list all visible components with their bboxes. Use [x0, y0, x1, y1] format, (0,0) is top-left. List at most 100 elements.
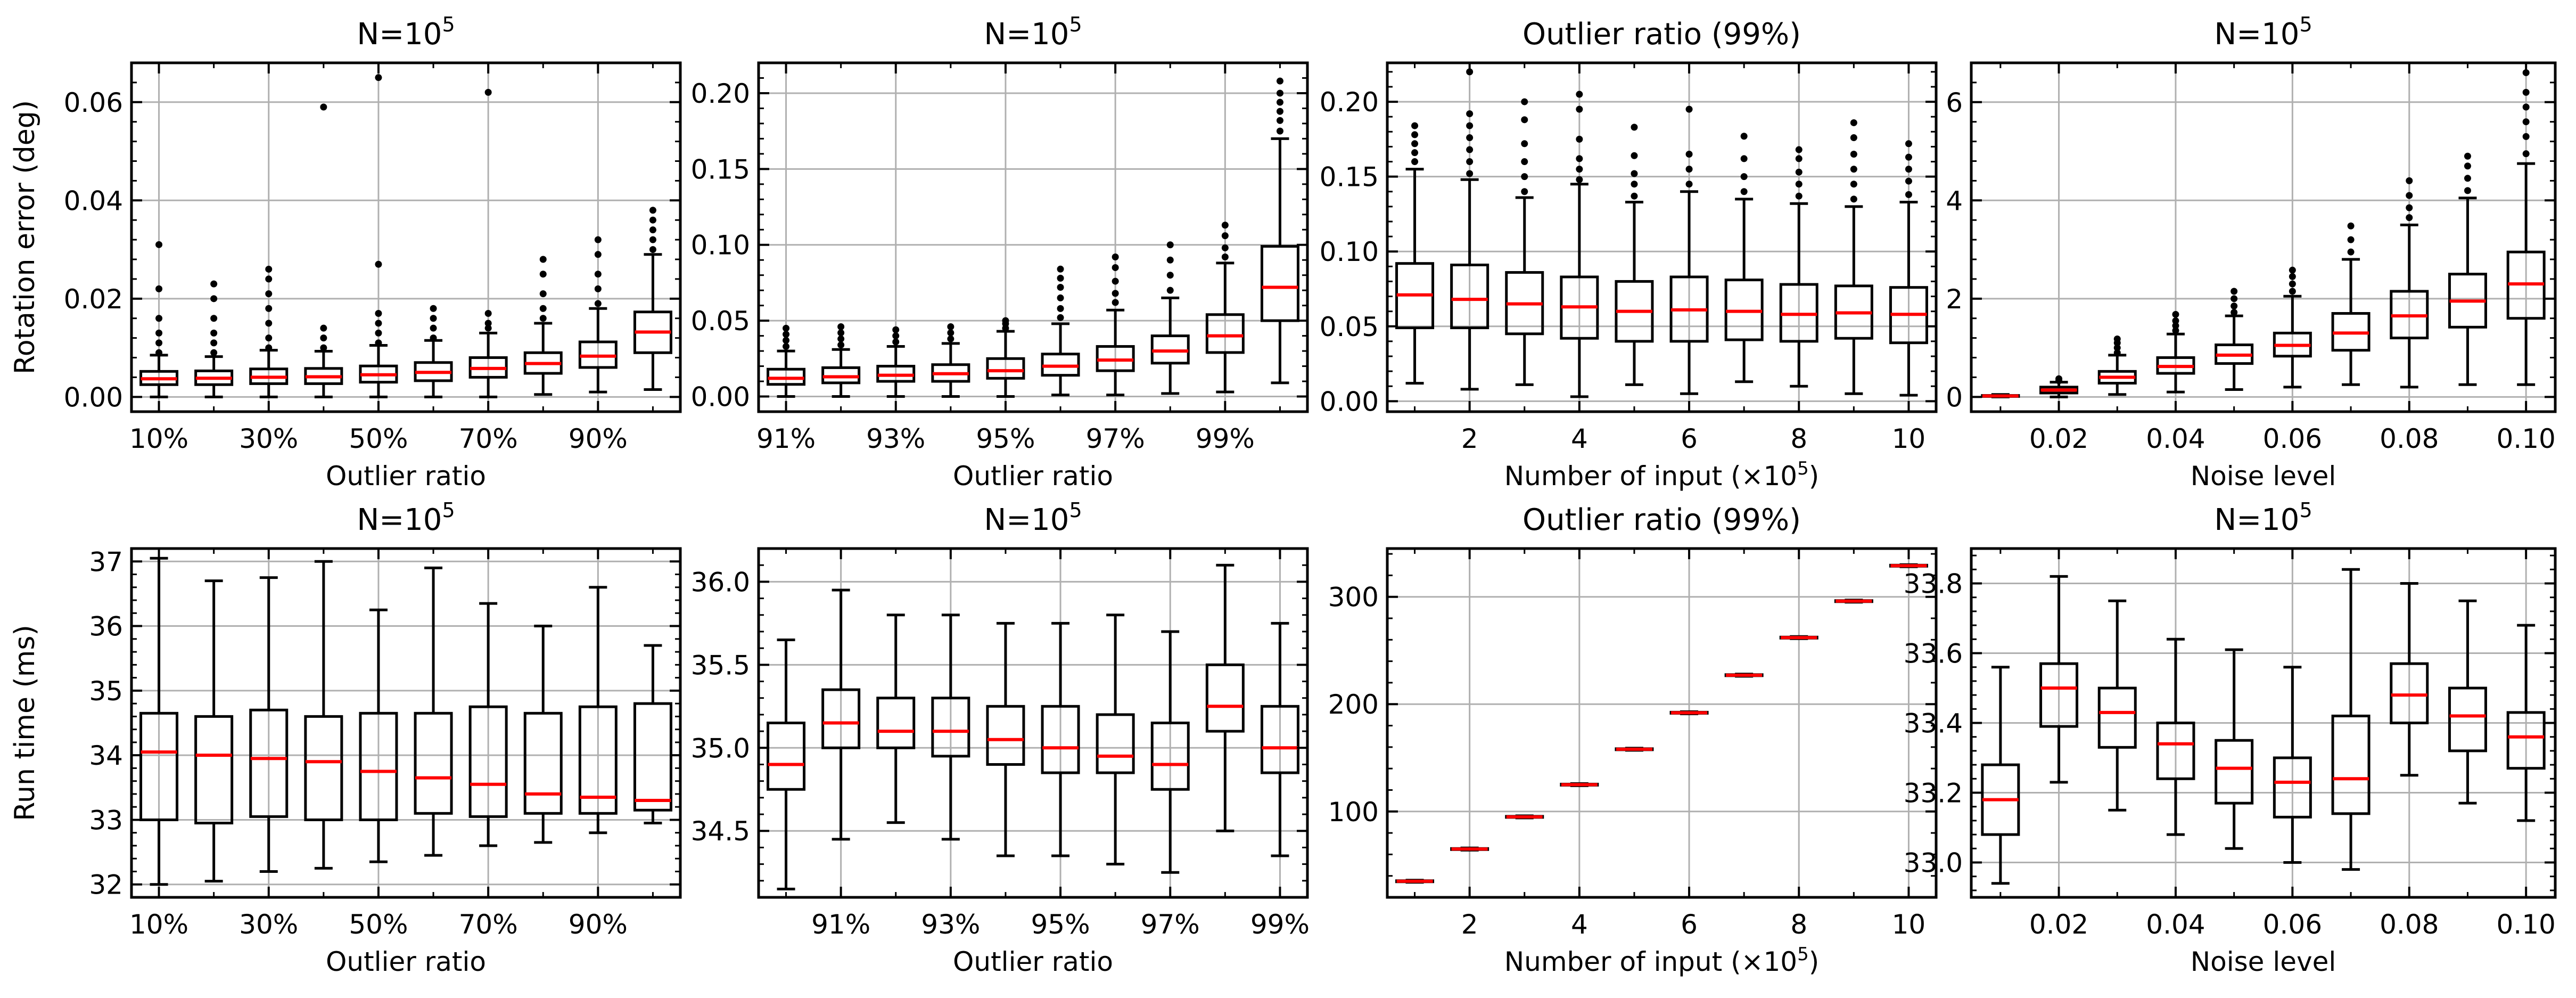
outlier-point [265, 265, 273, 273]
outlier-point [2231, 288, 2238, 295]
outlier-point [265, 305, 273, 312]
outlier-point [1166, 256, 1174, 264]
outlier-point [1850, 134, 1857, 142]
box-5 [359, 608, 398, 863]
outlier-point [320, 344, 327, 351]
y-tick-label: 200 [1328, 689, 1379, 720]
outlier-point [2522, 88, 2530, 96]
outlier-point [484, 309, 492, 317]
outlier-point [1521, 116, 1528, 124]
outlier-point [2289, 280, 2296, 288]
outlier-point [484, 88, 492, 96]
box-6 [1669, 105, 1709, 395]
iqr-box [876, 697, 916, 749]
iqr-box [2039, 662, 2079, 728]
iqr-box [2506, 711, 2546, 770]
subplot-title: N=105 [984, 13, 1082, 52]
outlier-point [783, 337, 790, 344]
box-10 [2506, 69, 2546, 386]
outlier-point [837, 323, 845, 331]
box-6 [414, 305, 453, 398]
y-tick-label: 33.4 [1904, 708, 1963, 739]
box-6 [2273, 666, 2312, 864]
outlier-point [1521, 188, 1528, 195]
box-1 [139, 241, 179, 398]
outlier-point [210, 280, 218, 288]
box-1 [767, 324, 806, 398]
x-tick-label: 8 [1790, 909, 1807, 940]
box-10 [1260, 621, 1299, 857]
subplot-1: 0.00 0.02 0.04 0.06 10% 30% 50% 70% 90% N=105 Outl… [9, 13, 682, 492]
x-tick-label: 0.08 [2380, 423, 2439, 454]
outlier-point [1057, 294, 1064, 301]
iqr-box [1150, 722, 1190, 791]
subplot-title: Outlier ratio (99%) [1522, 17, 1801, 52]
box-2 [1450, 68, 1489, 391]
box-9 [2448, 152, 2487, 386]
axes-frame [757, 61, 1309, 413]
outlier-point [594, 300, 602, 307]
iqr-box [359, 711, 398, 821]
outlier-point [1905, 153, 1912, 161]
outlier-point [2172, 322, 2179, 330]
box-1 [139, 557, 179, 886]
outlier-point [2347, 222, 2355, 230]
outlier-point [155, 329, 163, 337]
outlier-point [1057, 283, 1064, 291]
y-tick-label: 36 [89, 611, 123, 642]
axes-frame [757, 547, 1309, 899]
iqr-box [986, 357, 1025, 380]
box-4 [931, 323, 970, 398]
outlier-point [1166, 287, 1174, 294]
iqr-box [2097, 686, 2137, 749]
box-3 [1505, 98, 1544, 386]
iqr-box [2273, 756, 2312, 819]
box-3 [249, 265, 289, 398]
outlier-point [2406, 192, 2413, 199]
box-4 [931, 613, 970, 841]
subplot-title: N=105 [357, 498, 455, 537]
box-3 [249, 576, 289, 873]
outlier-point [2464, 175, 2471, 182]
subplot-3: 0.00 0.05 0.10 0.15 0.20 2 4 6 8 10 Outlier ratio … [1320, 17, 1938, 492]
box-7 [468, 88, 508, 398]
subplot-6: 34.5 35.0 35.5 36.0 91% 93% 95% 97% 99% N=105 Outl… [691, 498, 1310, 977]
x-tick-label: 0.06 [2263, 423, 2322, 454]
box-4 [1560, 91, 1599, 398]
x-tick-label: 0.04 [2146, 909, 2205, 940]
y-tick-label: 0.04 [64, 185, 123, 216]
iqr-box [1205, 663, 1245, 733]
outlier-point [947, 329, 954, 337]
outlier-point [2231, 302, 2238, 310]
x-tick-label: 0.08 [2380, 909, 2439, 940]
box-5 [1615, 124, 1654, 386]
outlier-point [2055, 375, 2063, 382]
subplot-title: N=105 [357, 13, 455, 52]
x-tick-label: 99% [1196, 423, 1255, 454]
y-tick-label: 33.6 [1904, 639, 1963, 669]
box-6 [1041, 265, 1080, 397]
outlier-point [649, 246, 656, 253]
box-4 [1560, 782, 1599, 787]
outlier-point [2522, 150, 2530, 158]
box-7 [1096, 613, 1135, 866]
x-label-text: Number of input (×10 [1504, 461, 1797, 492]
y-tick-label: 6 [1946, 87, 1963, 118]
outlier-point [783, 331, 790, 338]
box-7 [2331, 568, 2371, 871]
outlier-point [1466, 146, 1474, 153]
outlier-point [783, 343, 790, 350]
outlier-point [1740, 188, 1748, 195]
box-9 [578, 586, 618, 835]
iqr-box [414, 711, 453, 815]
outlier-point [1905, 140, 1912, 148]
outlier-point [210, 339, 218, 347]
outlier-point [649, 236, 656, 243]
x-tick-label: 2 [1461, 423, 1478, 454]
outlier-point [1276, 77, 1283, 85]
outlier-point [1850, 119, 1857, 126]
box-8 [1150, 630, 1190, 874]
outlier-point [594, 236, 602, 243]
subplot-4: 0 2 4 6 0.02 0.04 0.06 0.08 0.10 N=105 Noise level [1946, 13, 2557, 492]
outlier-point [2172, 317, 2179, 324]
